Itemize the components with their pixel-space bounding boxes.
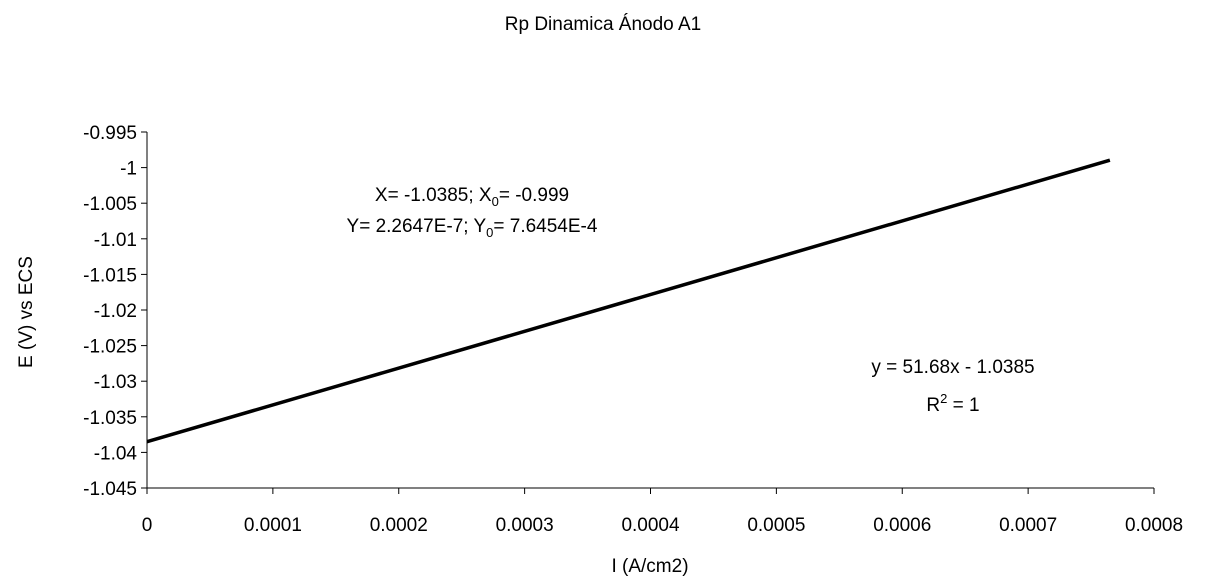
x-tick-label: 0.0003 — [496, 515, 554, 536]
x-axis-label: I (A/cm2) — [611, 556, 688, 577]
trendline-equation: y = 51.68x - 1.0385 — [871, 357, 1034, 378]
intercepts-annotation-line2: Y= 2.2647E-7; Y0= 7.6454E-4 — [347, 216, 598, 240]
y-tick-label: -1.035 — [83, 408, 137, 429]
y-tick-label: -1.04 — [94, 443, 138, 464]
x-tick-label: 0.0004 — [621, 515, 680, 536]
y-tick-label: -0.995 — [83, 123, 137, 144]
r-squared-label: R2 = 1 — [926, 391, 979, 416]
y-tick-label: -1.015 — [83, 265, 137, 286]
y-tick-label: -1 — [120, 159, 137, 180]
y-tick-label: -1.01 — [94, 230, 137, 251]
y-tick-label: -1.045 — [83, 479, 137, 500]
x-tick-label: 0.0008 — [1125, 515, 1183, 536]
x-tick-label: 0.0007 — [999, 515, 1057, 536]
x-tick-label: 0.0006 — [873, 515, 931, 536]
chart-title: Rp Dinamica Ánodo A1 — [505, 14, 701, 35]
x-tick-label: 0.0005 — [747, 515, 805, 536]
x-tick-label: 0.0001 — [244, 515, 302, 536]
series-line — [146, 158, 1111, 444]
x-tick-label: 0.0002 — [370, 515, 428, 536]
y-axis-label: E (V) vs ECS — [16, 256, 37, 368]
y-tick-label: -1.03 — [94, 372, 137, 393]
plot-area: -0.995 -1 -1.005 -1.01 -1.015 -1.02 -1.025 -1.0… — [83, 123, 1183, 536]
y-tick-label: -1.025 — [83, 337, 137, 358]
intercepts-annotation-line1: X= -1.0385; X0= -0.999 — [375, 185, 569, 209]
x-tick-label: 0 — [142, 515, 153, 536]
y-tick-label: -1.02 — [94, 301, 137, 322]
y-tick-label: -1.005 — [83, 194, 137, 215]
